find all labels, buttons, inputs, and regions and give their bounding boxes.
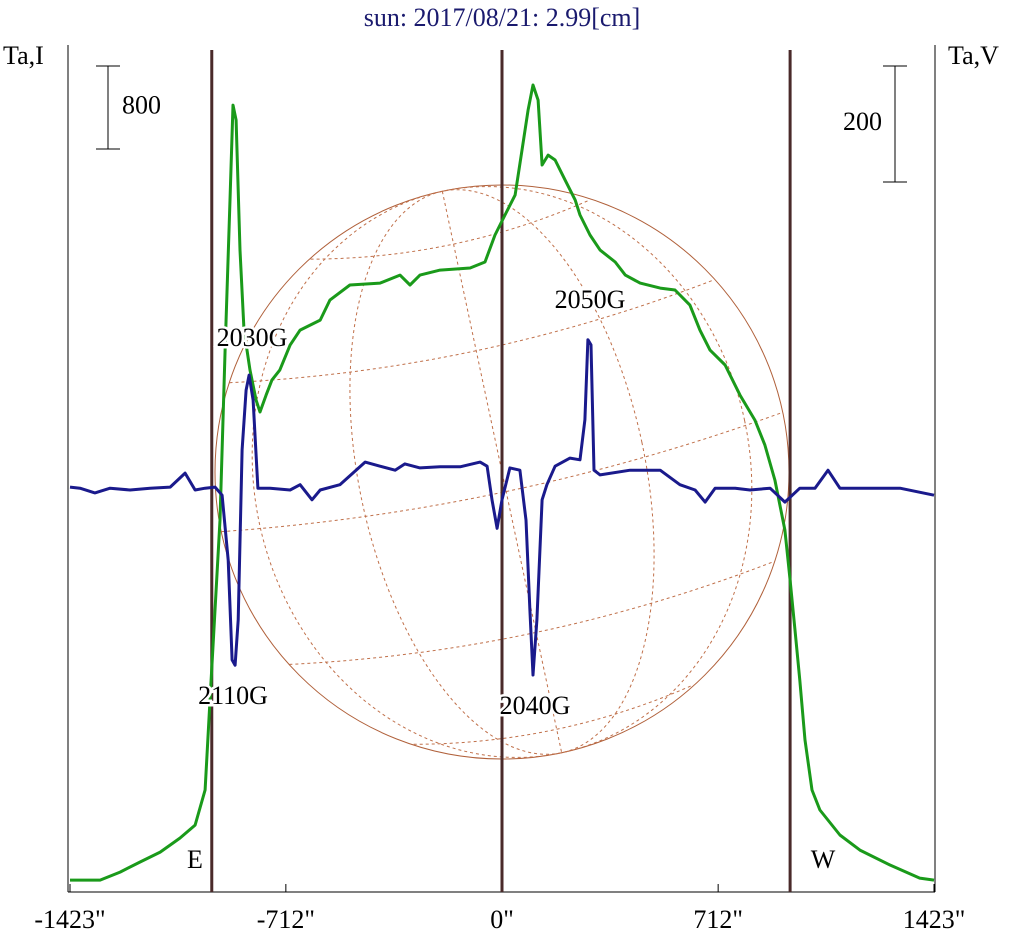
scale-bar-label: 200 — [843, 107, 882, 136]
series-line — [70, 83, 935, 882]
y2-axis-label: Ta,V — [948, 41, 999, 70]
x-tick-label: -1423" — [34, 905, 105, 934]
x-tick-label: 0" — [490, 905, 514, 934]
annotation: 2040G — [500, 691, 571, 720]
x-tick-label: 1423" — [903, 905, 966, 934]
annotation: E — [187, 845, 203, 874]
chart-title: sun: 2017/08/21: 2.99[cm] — [364, 3, 641, 32]
annotation: 2030G — [217, 323, 288, 352]
series-line — [69, 338, 935, 677]
x-tick-label: -712" — [257, 905, 315, 934]
annotation: W — [811, 845, 836, 874]
x-tick-label: 712" — [693, 905, 743, 934]
annotation: 2050G — [555, 285, 626, 314]
scale-bar-label: 800 — [122, 90, 161, 119]
annotation: 2110G — [198, 681, 268, 710]
y-axis-label: Ta,I — [3, 41, 44, 70]
